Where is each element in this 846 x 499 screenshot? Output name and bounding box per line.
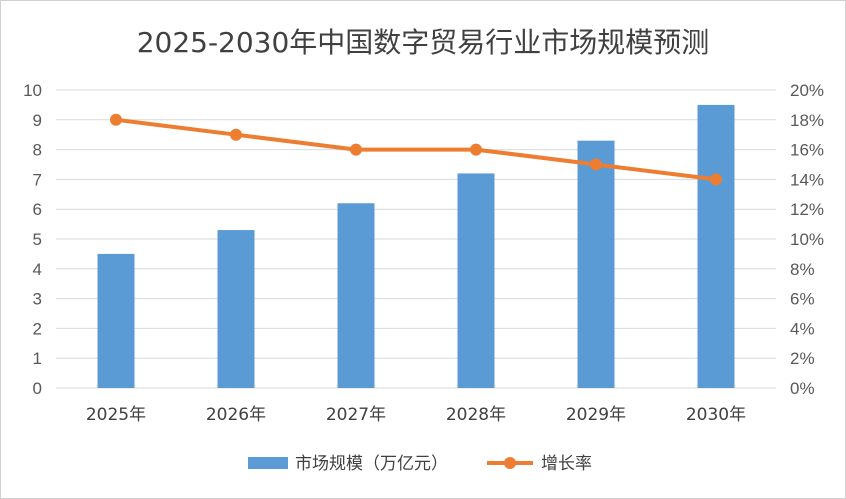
bar-series [97,104,735,389]
left-tick-label: 5 [33,230,42,249]
left-tick-label: 6 [33,200,42,219]
legend-bar-swatch [248,457,288,469]
bar [457,173,495,388]
category-label: 2028年 [446,405,506,425]
line-point [590,158,602,171]
bar [97,253,135,388]
bar [217,230,255,388]
left-axis-ticks: 0 1 2 3 4 5 6 7 8 9 10 [23,81,42,398]
left-tick-label: 0 [33,379,42,398]
left-tick-label: 9 [33,111,42,130]
left-tick-label: 10 [23,81,42,100]
chart-title: 2025-2030年中国数字贸易行业市场规模预测 [137,26,710,59]
right-tick-label: 2% [790,349,815,368]
left-tick-label: 7 [33,170,42,189]
category-label: 2030年 [686,405,746,425]
right-tick-label: 0% [790,379,815,398]
line-point [350,143,362,156]
bar [577,140,615,388]
line-point [110,113,122,126]
right-tick-label: 16% [790,141,824,160]
category-label: 2027年 [326,405,386,425]
gridlines [56,89,776,389]
right-tick-label: 20% [790,81,824,100]
right-tick-label: 4% [790,319,815,338]
left-tick-label: 4 [33,260,42,279]
legend-bar-label: 市场规模（万亿元） [295,454,448,474]
right-tick-label: 6% [790,290,815,309]
right-tick-label: 14% [790,170,824,189]
line-series [110,113,722,186]
right-tick-label: 10% [790,230,824,249]
legend: 市场规模（万亿元） 增长率 [248,454,592,474]
bar [337,203,375,388]
right-tick-label: 18% [790,111,824,130]
line-point [230,128,242,141]
line-point [710,173,722,186]
bar [697,104,735,389]
right-axis-ticks: 0% 2% 4% 6% 8% 10% 12% 14% 16% 18% 20% [790,81,824,398]
left-tick-label: 1 [33,349,42,368]
left-tick-label: 3 [33,290,42,309]
right-tick-label: 8% [790,260,815,279]
legend-line-label: 增长率 [541,454,592,474]
category-labels: 2025年 2026年 2027年 2028年 2029年 2030年 [86,405,746,425]
line-point [470,143,482,156]
left-tick-label: 8 [33,141,42,160]
category-label: 2025年 [86,405,146,425]
category-label: 2029年 [566,405,626,425]
legend-line-marker [504,457,516,469]
left-tick-label: 2 [33,319,42,338]
category-label: 2026年 [206,405,266,425]
right-tick-label: 12% [790,200,824,219]
growth-line [115,117,717,182]
